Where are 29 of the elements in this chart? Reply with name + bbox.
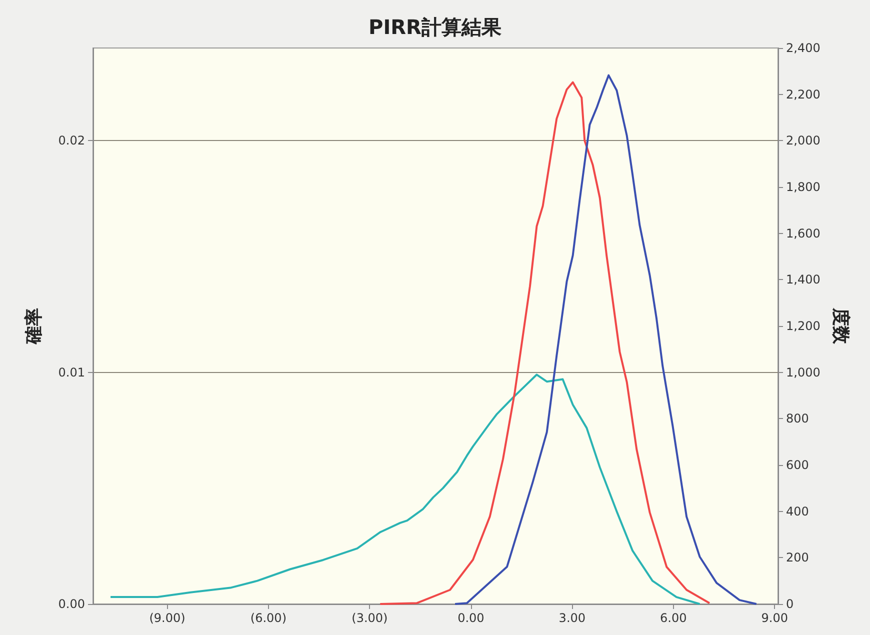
line-series <box>110 374 701 605</box>
chart-title: PIRR計算結果 <box>368 15 502 39</box>
y2-tick-label: 1,400 <box>786 272 820 287</box>
x-tick-label: (6.00) <box>250 611 287 625</box>
y2-tick-label: 2,400 <box>786 41 820 55</box>
y2-tick-label: 600 <box>786 458 809 472</box>
y2-tick-label: 2,000 <box>786 134 820 148</box>
y2-tick-label: 400 <box>786 504 809 518</box>
x-tick-label: 6.00 <box>660 611 687 625</box>
line-series <box>379 81 710 605</box>
x-tick-label: (3.00) <box>352 611 388 625</box>
y2-tick-label: 800 <box>786 412 809 426</box>
y2-axis-title: 度数 <box>830 307 851 345</box>
y2-tick-label: 1,800 <box>786 180 820 194</box>
y2-tick-label: 1,000 <box>786 365 820 380</box>
y-tick-label: 0.00 <box>58 597 85 611</box>
y-axis-title: 確率 <box>24 308 44 345</box>
line-series <box>454 74 758 605</box>
x-tick-label: 9.00 <box>761 611 788 625</box>
x-tick-label: 3.00 <box>558 611 586 625</box>
y2-tick-label: 200 <box>786 550 809 565</box>
y2-tick-label: 0 <box>786 597 794 611</box>
x-tick-label: (9.00) <box>149 611 186 625</box>
y-tick-label: 0.01 <box>58 365 85 380</box>
y-tick-label: 0.02 <box>58 134 85 148</box>
x-tick-label: 0.00 <box>458 611 484 625</box>
y2-tick-label: 1,600 <box>786 226 820 240</box>
y2-tick-label: 2,200 <box>786 87 820 102</box>
y2-tick-label: 1,200 <box>786 319 820 333</box>
